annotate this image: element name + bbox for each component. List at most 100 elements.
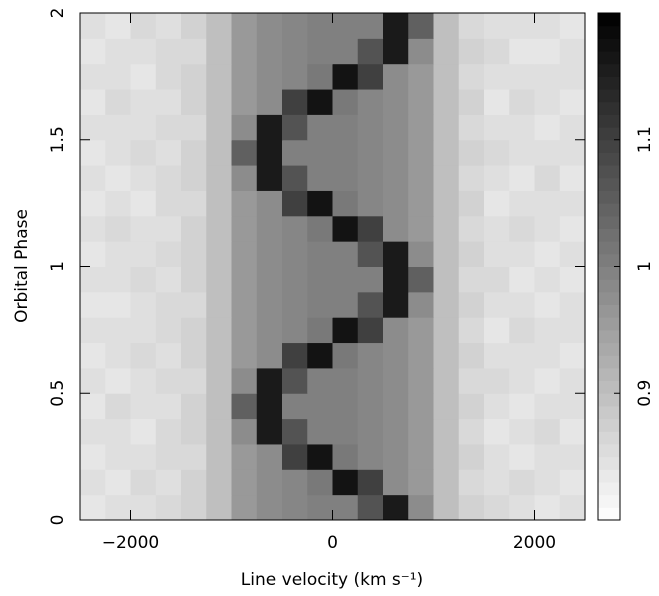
colorbar-step [598,177,620,191]
heatmap-cell [130,291,157,318]
heatmap-cell [155,494,182,521]
heatmap-cell [256,266,283,293]
heatmap-cell [433,190,460,217]
heatmap-cell [282,443,308,470]
heatmap-cell [105,291,131,318]
heatmap-cell [181,393,207,420]
heatmap-cell [332,114,359,141]
heatmap-cell [559,291,586,318]
heatmap-cell [509,13,535,39]
colorbar-step [598,279,620,293]
colorbar-step [598,63,620,77]
colorbar-step [598,241,620,255]
heatmap-cell [307,114,333,141]
heatmap-cell [458,63,485,90]
heatmap-cell [181,13,207,39]
heatmap-cell [484,494,510,521]
heatmap-cell [509,393,535,420]
heatmap-cell [332,38,359,65]
heatmap-cell [206,393,232,420]
heatmap-cell [80,63,106,90]
heatmap-cell [181,165,207,191]
heatmap-cell [206,367,232,394]
heatmap-cell [181,342,207,369]
heatmap-cell [534,215,561,242]
heatmap-cell [231,38,258,65]
heatmap-cell [383,443,409,470]
heatmap-cell [332,89,359,115]
heatmap-cell [155,266,182,293]
colorbar-step [598,393,620,407]
heatmap-cell [509,38,535,65]
heatmap-cell [458,367,485,394]
heatmap-cell [282,241,308,267]
x-axis-label: Line velocity (km s⁻¹) [241,570,423,590]
heatmap-cell [534,443,561,470]
colorbar-step [598,367,620,382]
heatmap-cell [534,418,561,445]
heatmap-cell [534,114,561,141]
heatmap-cell [282,317,308,344]
heatmap-cell [282,393,308,420]
heatmap-cell [408,63,434,90]
heatmap-cell [155,215,182,242]
heatmap-cell [181,443,207,470]
heatmap-cell [256,367,283,394]
heatmap-cell [282,291,308,318]
heatmap-cell [105,114,131,141]
heatmap-cell [383,139,409,166]
heatmap-cell [433,469,460,496]
colorbar-step [598,456,620,470]
heatmap-cell [484,190,510,217]
heatmap-cell [181,469,207,496]
heatmap-cell [181,317,207,344]
heatmap-cell [534,63,561,90]
heatmap-cell [80,418,106,445]
heatmap-cell [383,317,409,344]
heatmap-cell [282,342,308,369]
heatmap-cell [433,443,460,470]
colorbar-step [598,38,620,52]
heatmap-cell [383,393,409,420]
heatmap-cell [105,13,131,39]
heatmap-cell [181,139,207,166]
heatmap-cell [155,342,182,369]
heatmap-cell [307,63,333,90]
heatmap-cell [458,393,485,420]
heatmap-cell [282,165,308,191]
heatmap-cell [256,393,283,420]
heatmap-cell [332,13,359,39]
heatmap-cell [332,291,359,318]
heatmap-cell [484,393,510,420]
colorbar-step [598,190,620,204]
heatmap-cell [484,266,510,293]
colorbar-tick-label: 1 [635,261,655,272]
heatmap-cell [408,317,434,344]
heatmap-cell [282,13,308,39]
heatmap-cell [383,13,409,39]
heatmap-cell [559,89,586,115]
heatmap-cell [206,89,232,115]
heatmap-cell [155,393,182,420]
heatmap-cell [231,418,258,445]
colorbar-step [598,494,620,508]
heatmap-cell [130,418,157,445]
heatmap-cell [256,469,283,496]
heatmap-cell [256,317,283,344]
colorbar-step [598,405,620,420]
heatmap-cell [559,63,586,90]
heatmap-cell [559,13,586,39]
heatmap-cell [307,13,333,39]
heatmap-cell [408,139,434,166]
heatmap-cell [559,494,586,521]
heatmap-cell [307,89,333,115]
heatmap-cell [155,38,182,65]
heatmap-cell [105,38,131,65]
heatmap-cell [256,190,283,217]
heatmap-cell [307,241,333,267]
colorbar-step [598,228,620,242]
heatmap-cell [509,63,535,90]
heatmap-cell [458,291,485,318]
heatmap-cell [105,139,131,166]
